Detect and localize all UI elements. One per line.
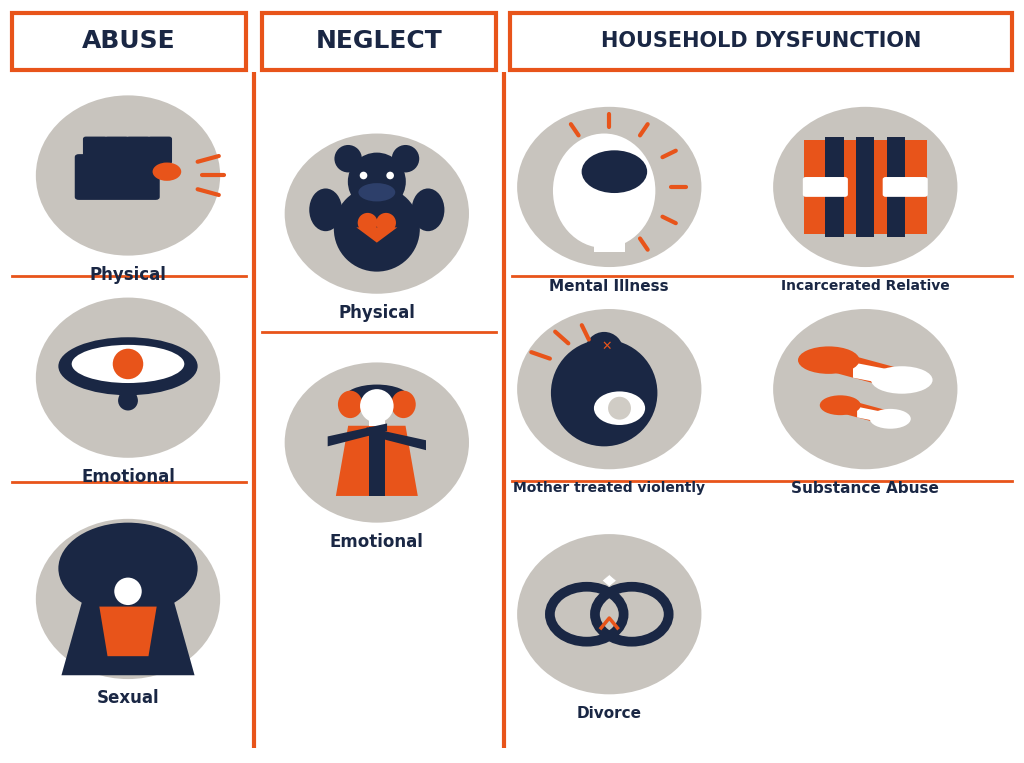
Ellipse shape	[553, 134, 655, 248]
FancyBboxPatch shape	[803, 177, 848, 197]
FancyBboxPatch shape	[83, 137, 108, 164]
FancyBboxPatch shape	[75, 154, 160, 200]
Bar	[856, 137, 874, 237]
Ellipse shape	[597, 156, 611, 172]
FancyBboxPatch shape	[262, 13, 496, 70]
Ellipse shape	[585, 332, 624, 370]
Ellipse shape	[412, 188, 444, 231]
Ellipse shape	[334, 186, 420, 272]
Polygon shape	[119, 382, 137, 397]
Ellipse shape	[608, 397, 631, 420]
Ellipse shape	[617, 156, 632, 172]
Text: NEGLECT: NEGLECT	[315, 29, 442, 53]
Ellipse shape	[582, 150, 647, 193]
Text: Sexual: Sexual	[96, 689, 160, 707]
Polygon shape	[61, 584, 195, 675]
Ellipse shape	[285, 134, 469, 294]
Ellipse shape	[36, 298, 220, 458]
Ellipse shape	[153, 163, 181, 181]
Ellipse shape	[285, 362, 469, 523]
Ellipse shape	[551, 340, 657, 446]
Polygon shape	[336, 426, 418, 496]
Ellipse shape	[517, 107, 701, 267]
Bar	[369, 427, 385, 496]
Text: Emotional: Emotional	[81, 468, 175, 486]
Ellipse shape	[36, 519, 220, 679]
Text: Physical: Physical	[89, 266, 167, 284]
Ellipse shape	[344, 385, 410, 412]
Text: Mother treated violently: Mother treated violently	[513, 481, 706, 495]
Ellipse shape	[594, 391, 645, 425]
Ellipse shape	[58, 337, 198, 395]
Polygon shape	[328, 423, 387, 446]
Ellipse shape	[309, 188, 342, 231]
Ellipse shape	[58, 523, 198, 614]
Text: ABUSE: ABUSE	[82, 29, 176, 53]
FancyBboxPatch shape	[12, 13, 246, 70]
Polygon shape	[833, 400, 898, 424]
FancyBboxPatch shape	[510, 13, 1012, 70]
Bar	[887, 137, 905, 237]
Ellipse shape	[391, 391, 416, 418]
Ellipse shape	[517, 534, 701, 694]
Ellipse shape	[386, 172, 394, 179]
Polygon shape	[367, 427, 426, 450]
Polygon shape	[99, 607, 157, 656]
Text: Physical: Physical	[338, 304, 416, 322]
FancyBboxPatch shape	[104, 137, 129, 164]
Ellipse shape	[348, 153, 406, 211]
Bar	[804, 140, 927, 234]
Ellipse shape	[36, 95, 220, 256]
Polygon shape	[857, 407, 890, 424]
Ellipse shape	[359, 172, 368, 179]
Text: Mental Illness: Mental Illness	[550, 278, 669, 294]
Bar	[825, 137, 844, 237]
Polygon shape	[853, 362, 904, 388]
FancyBboxPatch shape	[147, 137, 172, 164]
Polygon shape	[602, 575, 616, 587]
Ellipse shape	[338, 391, 362, 418]
Ellipse shape	[798, 346, 859, 374]
Ellipse shape	[869, 409, 910, 429]
Text: Emotional: Emotional	[330, 533, 424, 551]
Text: ✕: ✕	[601, 340, 611, 353]
Ellipse shape	[113, 349, 143, 379]
Ellipse shape	[357, 213, 378, 233]
FancyBboxPatch shape	[883, 177, 928, 197]
Ellipse shape	[72, 345, 184, 383]
Ellipse shape	[871, 366, 933, 394]
Ellipse shape	[376, 213, 396, 233]
Ellipse shape	[773, 309, 957, 469]
Text: Divorce: Divorce	[577, 706, 642, 721]
Ellipse shape	[358, 183, 395, 201]
Ellipse shape	[115, 578, 141, 605]
Ellipse shape	[118, 391, 138, 410]
FancyBboxPatch shape	[126, 137, 151, 164]
Ellipse shape	[820, 395, 861, 415]
Bar	[369, 414, 385, 426]
Polygon shape	[356, 227, 397, 243]
Bar	[82, 159, 148, 164]
Ellipse shape	[360, 389, 393, 423]
Text: Substance Abuse: Substance Abuse	[792, 481, 939, 496]
Ellipse shape	[517, 309, 701, 469]
Ellipse shape	[335, 145, 361, 172]
Bar	[594, 233, 625, 252]
Text: HOUSEHOLD DYSFUNCTION: HOUSEHOLD DYSFUNCTION	[601, 31, 921, 51]
Ellipse shape	[392, 145, 419, 172]
Polygon shape	[816, 353, 914, 388]
Text: Incarcerated Relative: Incarcerated Relative	[781, 279, 949, 293]
Ellipse shape	[773, 107, 957, 267]
